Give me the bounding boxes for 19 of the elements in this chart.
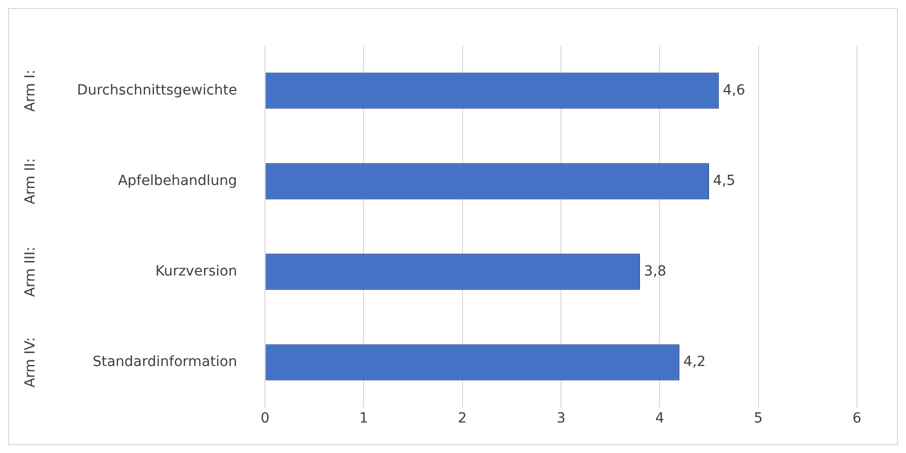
text: Arm II: xyxy=(22,158,39,204)
y-tick-label: Standardinformation xyxy=(92,354,238,370)
x-tick-label: 0 xyxy=(260,410,270,427)
x-tick-label: 6 xyxy=(852,410,862,427)
x-tick-label: 4 xyxy=(655,410,664,427)
text: Arm I: xyxy=(22,70,39,112)
x-tick-label: 5 xyxy=(754,410,763,427)
text: Arm III: xyxy=(22,246,39,297)
data-label: 3,8 xyxy=(644,263,666,280)
data-label: 4,6 xyxy=(722,82,746,98)
y-tick-label: Kurzversion xyxy=(155,263,238,280)
y-tick-label: Apfelbehandlung xyxy=(118,172,238,189)
x-tick-label: 1 xyxy=(359,410,368,427)
data-label: 4,5 xyxy=(713,172,736,189)
y-tick-label: Durchschnittsgewichte xyxy=(76,82,238,98)
text: Arm IV: xyxy=(22,337,39,388)
x-tick-label: 3 xyxy=(556,410,566,427)
data-label: 4,2 xyxy=(683,354,706,370)
x-tick-label: 2 xyxy=(458,410,467,427)
